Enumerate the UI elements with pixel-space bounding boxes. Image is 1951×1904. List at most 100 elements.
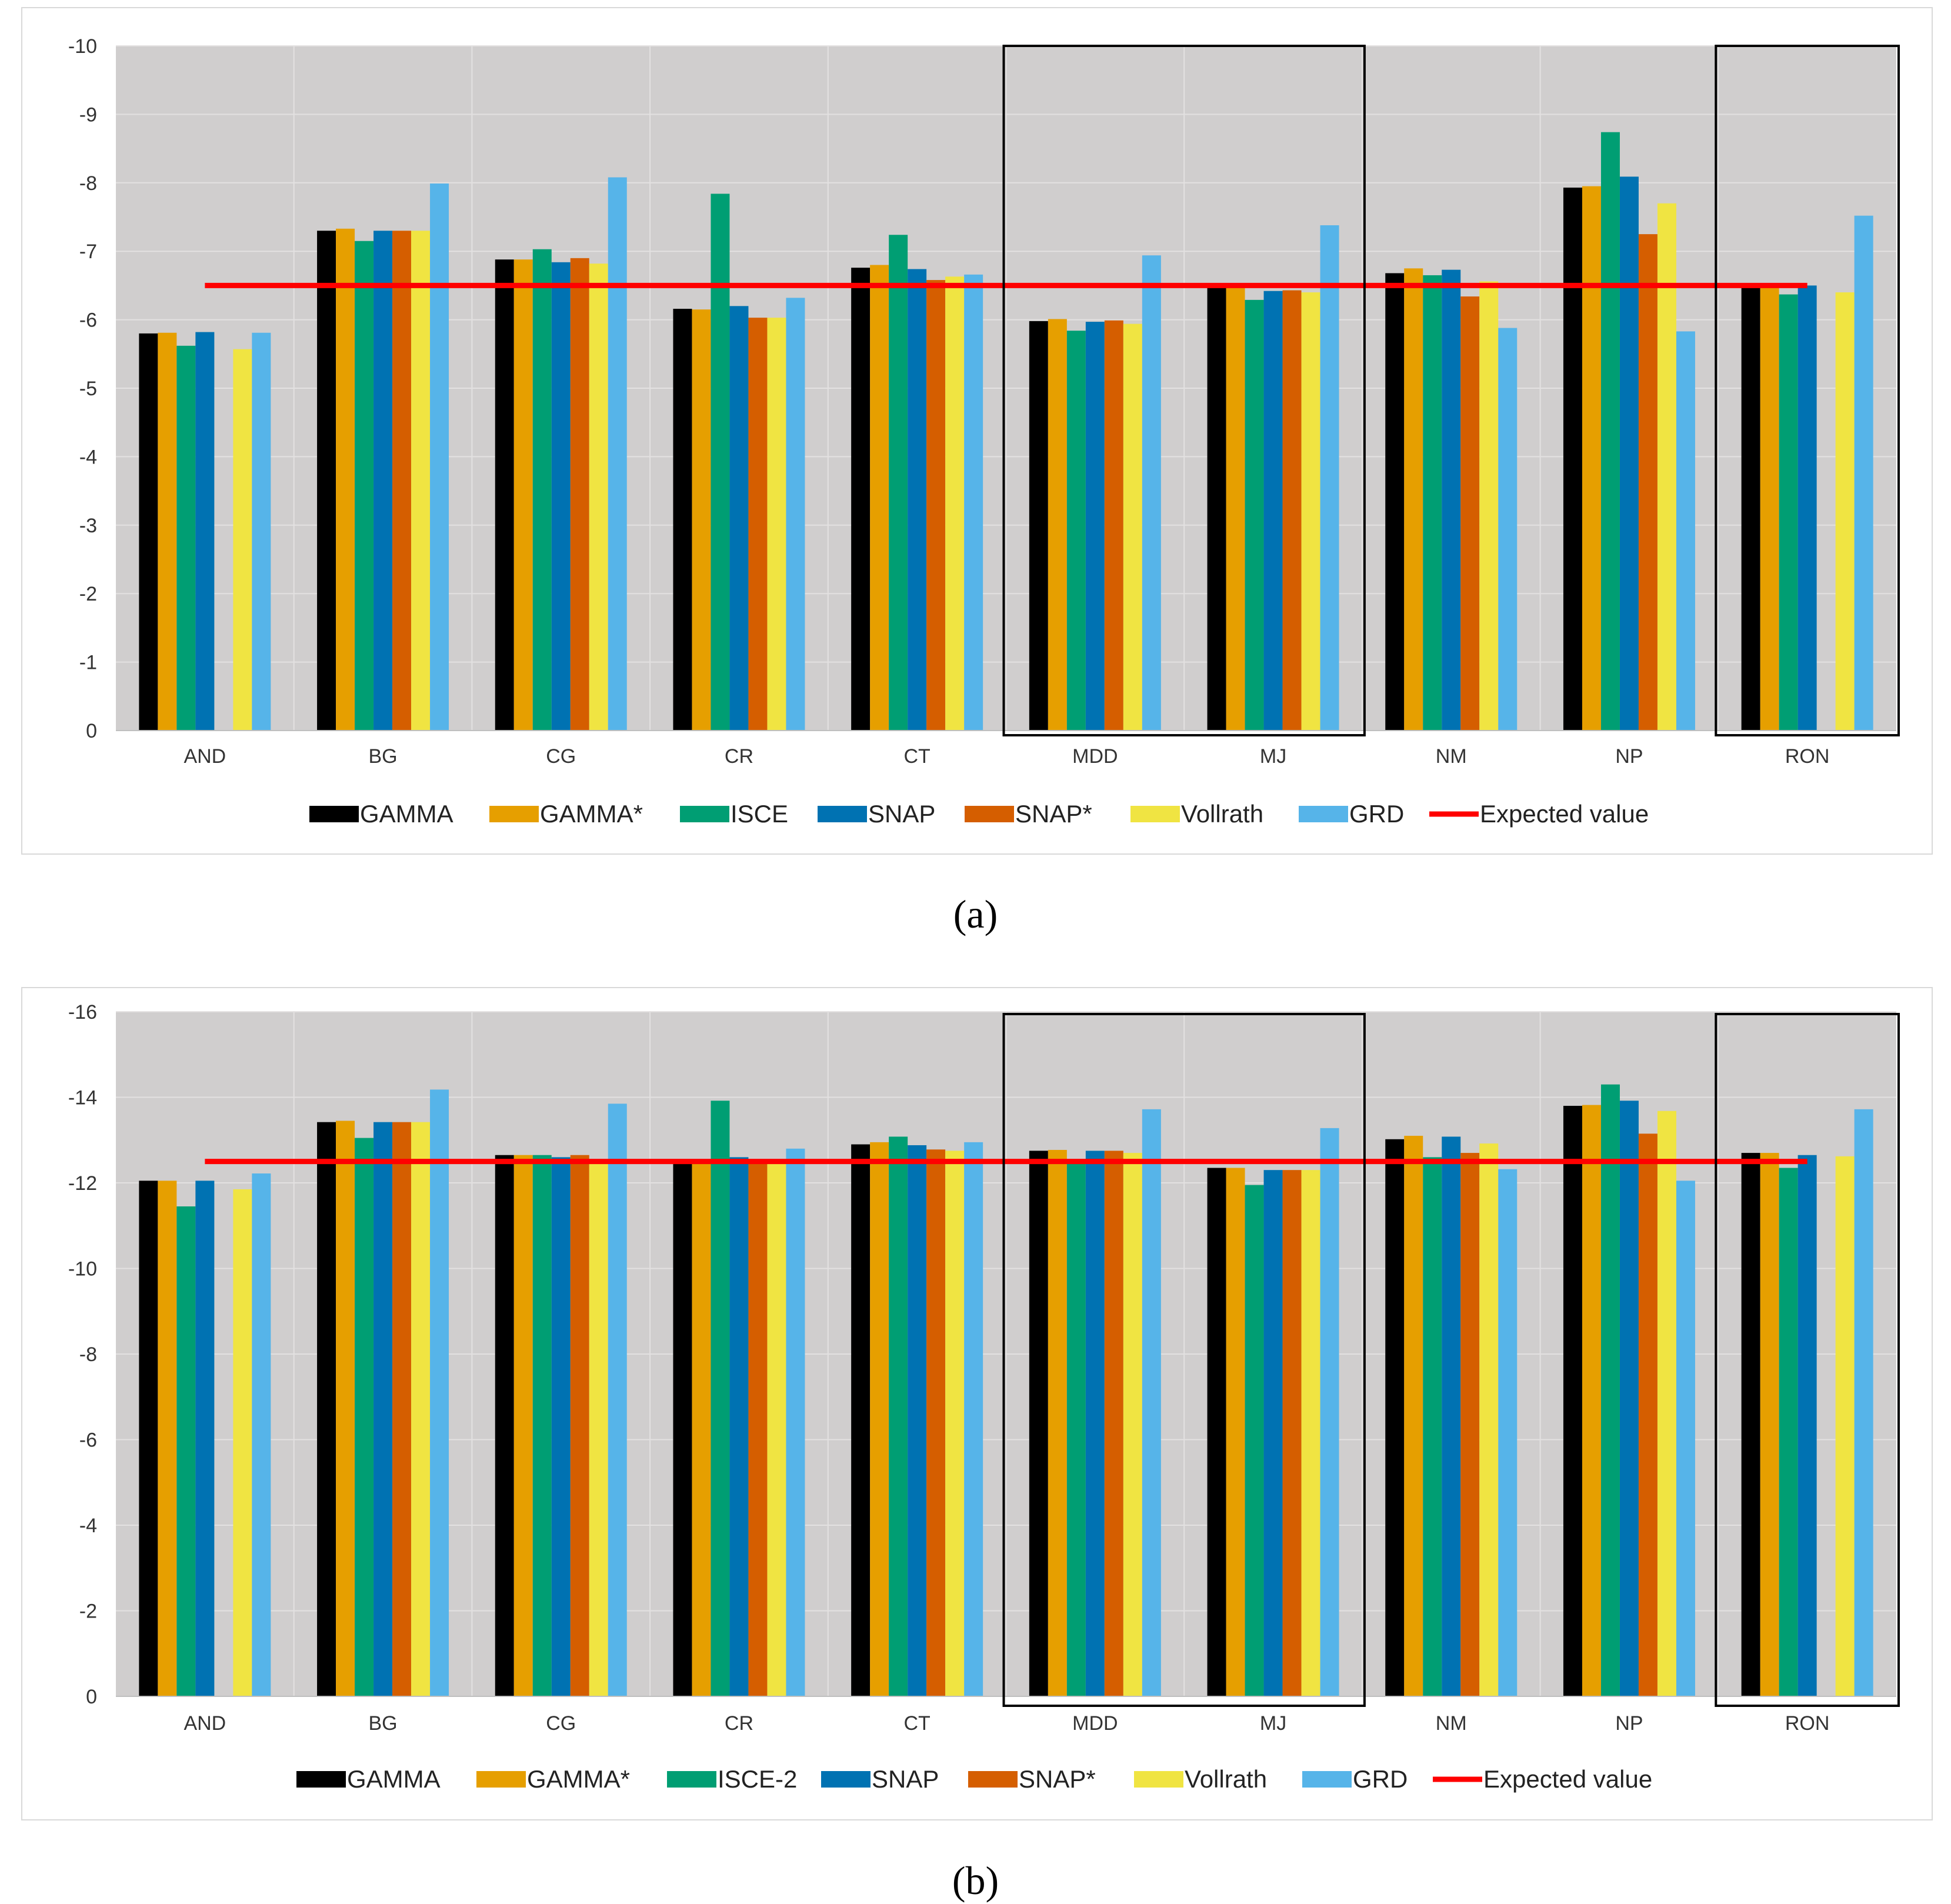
bar: [392, 1122, 412, 1696]
bar: [889, 1136, 908, 1696]
bar: [551, 262, 571, 731]
x-tick-label: CR: [725, 1712, 753, 1735]
legend-swatch: [968, 1771, 1018, 1788]
bar: [1226, 286, 1245, 731]
x-tick-label: MJ: [1260, 745, 1286, 768]
bar: [1442, 269, 1461, 731]
bar: [158, 332, 177, 731]
bar: [336, 1121, 355, 1696]
legend-swatch: [1134, 1771, 1183, 1788]
legend-swatch: [680, 806, 729, 822]
bar: [1282, 290, 1302, 731]
bar: [1029, 1151, 1048, 1696]
bar: [411, 231, 431, 731]
legend-label: Vollrath: [1181, 800, 1263, 828]
bar: [767, 318, 786, 731]
bar: [373, 1122, 393, 1696]
bar: [158, 1181, 177, 1696]
bar: [1048, 1149, 1067, 1696]
bar: [495, 1155, 514, 1696]
x-tick-label: MDD: [1072, 745, 1118, 768]
legend-label: Expected value: [1483, 1765, 1652, 1793]
bar: [673, 1163, 692, 1696]
bar: [1123, 1153, 1142, 1696]
bar: [1104, 320, 1123, 731]
bar: [1423, 275, 1442, 731]
bar: [532, 249, 552, 731]
x-tick-label: CG: [546, 745, 576, 768]
bar: [551, 1157, 571, 1696]
legend-swatch: [296, 1771, 346, 1788]
bar: [1263, 291, 1283, 731]
bar: [570, 258, 589, 731]
bar: [870, 1142, 889, 1696]
bar: [495, 259, 514, 731]
bar: [589, 264, 608, 731]
bar: [355, 241, 374, 731]
bar: [430, 183, 449, 731]
bar: [1797, 1155, 1817, 1696]
bar: [1226, 1168, 1245, 1696]
x-tick-label: RON: [1785, 745, 1830, 768]
bar: [1563, 1106, 1582, 1696]
bar: [1479, 1143, 1499, 1696]
bar: [1619, 176, 1639, 731]
x-tick-label: NM: [1436, 1712, 1467, 1735]
bar: [851, 268, 871, 731]
bar: [1123, 324, 1142, 731]
legend-label: GAMMA: [360, 800, 453, 828]
bar: [711, 1101, 730, 1696]
legend-label: GAMMA*: [527, 1765, 630, 1793]
bar: [1320, 225, 1339, 731]
bar: [139, 1181, 158, 1696]
bar: [786, 298, 805, 731]
legend-label: SNAP*: [1019, 1765, 1096, 1793]
bar: [1442, 1136, 1461, 1696]
bar: [1142, 1109, 1161, 1696]
x-tick-label: NM: [1436, 745, 1467, 768]
bar: [1582, 1105, 1601, 1696]
y-tick-label: -6: [79, 309, 97, 332]
bar: [608, 177, 627, 731]
y-tick-label: -8: [79, 172, 97, 195]
caption-b: (b): [952, 1858, 999, 1903]
bar: [1207, 1168, 1226, 1696]
highlight-box: [1002, 1013, 1366, 1707]
bar: [1657, 1111, 1676, 1696]
bar: [430, 1089, 449, 1696]
bar: [748, 318, 768, 731]
legend-swatch: [1299, 806, 1348, 822]
x-tick-label: RON: [1785, 1712, 1830, 1735]
legend-swatch: [476, 1771, 526, 1788]
bar: [195, 332, 215, 731]
legend-label: Expected value: [1480, 800, 1649, 828]
y-tick-label: -4: [79, 1515, 97, 1537]
bar: [1282, 1170, 1302, 1696]
x-tick-label: MDD: [1072, 1712, 1118, 1735]
legend-label: Vollrath: [1185, 1765, 1267, 1793]
highlight-box: [1715, 45, 1900, 736]
bar: [1835, 292, 1855, 731]
bar: [411, 1122, 431, 1696]
bar: [1085, 322, 1105, 731]
y-tick-label: -4: [79, 446, 97, 468]
bar: [233, 1189, 252, 1696]
legend-label: SNAP: [872, 1765, 939, 1793]
highlight-box: [1715, 1013, 1900, 1707]
bar: [317, 1122, 336, 1696]
bar: [1797, 285, 1817, 731]
bar: [908, 269, 927, 731]
bar: [1479, 281, 1499, 731]
bar: [1600, 1084, 1620, 1696]
legend-label: GAMMA: [347, 1765, 441, 1793]
bar: [1563, 187, 1582, 731]
y-tick-label: 0: [86, 720, 97, 742]
bar: [889, 235, 908, 731]
bar: [1600, 132, 1620, 731]
y-tick-label: -2: [79, 583, 97, 605]
bar-chart-b: -16 -14 -12 -10 -8 -6 -4 -2 0 AND BG CG CR CT MDD MJ NM N…: [68, 1001, 1900, 1793]
x-tick-label: CT: [903, 745, 930, 768]
legend-swatch: [1130, 806, 1180, 822]
bar: [729, 306, 749, 731]
